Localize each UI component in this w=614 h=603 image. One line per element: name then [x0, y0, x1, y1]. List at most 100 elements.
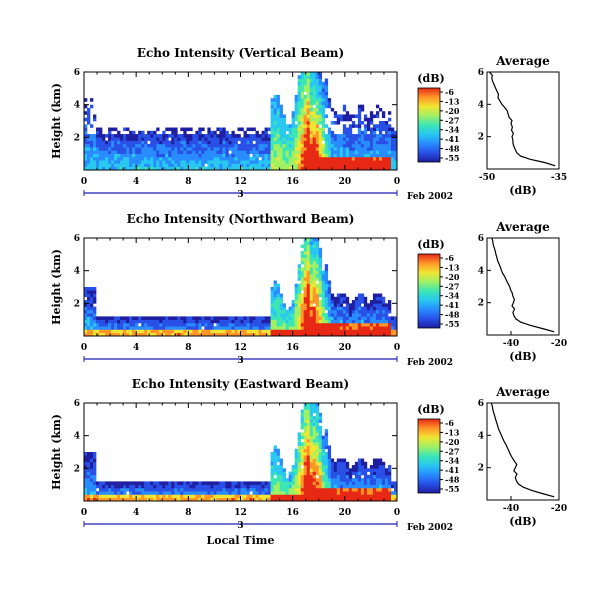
heatmap-cell — [366, 121, 371, 125]
heatmap-cell — [174, 137, 178, 141]
heatmap-cell — [96, 326, 100, 330]
panel-title: Echo Intensity (Northward Beam) — [127, 212, 355, 226]
heatmap-cell — [315, 251, 320, 255]
heatmap-cell — [342, 309, 347, 314]
heatmap-cell — [207, 153, 211, 158]
heatmap-cell — [150, 160, 154, 164]
heatmap-cell — [249, 147, 253, 151]
heatmap-cell — [366, 481, 371, 485]
heatmap-cell — [87, 303, 91, 307]
heatmap-cell — [351, 319, 356, 324]
heatmap-cell — [186, 487, 190, 492]
heatmap-cell — [303, 264, 308, 268]
heatmap-cell — [258, 140, 262, 145]
heatmap-cell — [213, 494, 217, 499]
heatmap-cell — [246, 127, 250, 132]
heatmap-cell — [276, 111, 280, 115]
y-axis-label: Height (km) — [50, 249, 63, 325]
heatmap-cell — [114, 153, 118, 158]
heatmap-cell — [312, 455, 317, 459]
heatmap-cell — [297, 452, 301, 456]
heatmap-cell — [333, 465, 338, 469]
heatmap-cell — [339, 296, 344, 301]
heatmap-cell — [378, 329, 383, 334]
heatmap-cell — [324, 166, 329, 171]
heatmap-cell — [99, 147, 103, 151]
heatmap-cell — [114, 166, 118, 171]
colorbar-tick-label: -20 — [445, 272, 460, 282]
heatmap-cell — [105, 319, 109, 324]
heatmap-cell — [249, 487, 253, 492]
heatmap-cell — [183, 150, 187, 154]
heatmap-cell — [93, 163, 97, 168]
heatmap-cell — [285, 329, 289, 334]
heatmap-cell — [198, 481, 202, 485]
heatmap-cell — [219, 150, 223, 154]
heatmap-cell — [264, 127, 268, 132]
heatmap-cell — [288, 147, 292, 151]
heatmap-cell — [330, 309, 335, 314]
heatmap-cell — [303, 416, 308, 420]
heatmap-cell — [315, 468, 320, 472]
heatmap-cell — [213, 130, 217, 135]
heatmap-cell — [165, 316, 169, 320]
heatmap-cell — [333, 497, 338, 502]
heatmap-cell — [93, 140, 97, 145]
heatmap-cell — [342, 300, 347, 304]
heatmap-cell — [87, 465, 91, 469]
heatmap-cell — [111, 491, 115, 495]
heatmap-cell — [84, 494, 88, 499]
heatmap-cell — [189, 127, 193, 132]
heatmap-cell — [183, 156, 187, 161]
heatmap-cell — [345, 461, 350, 466]
heatmap-cell — [291, 474, 295, 479]
profile-x-tick-label: -40 — [503, 339, 519, 349]
heatmap-cell — [357, 319, 362, 324]
heatmap-cell — [315, 471, 320, 476]
heatmap-cell — [117, 322, 121, 327]
heatmap-cell — [321, 487, 326, 492]
heatmap-cell — [315, 101, 320, 105]
heatmap-cell — [306, 283, 311, 288]
heatmap-cell — [270, 465, 274, 469]
heatmap-cell — [123, 166, 127, 171]
heatmap-cell — [291, 309, 295, 314]
heatmap-cell — [117, 150, 121, 154]
heatmap-cell — [342, 153, 347, 158]
heatmap-cell — [354, 461, 359, 466]
heatmap-cell — [204, 143, 208, 148]
heatmap-cell — [321, 270, 326, 275]
heatmap-cell — [291, 134, 295, 138]
heatmap-cell — [276, 166, 280, 171]
heatmap-cell — [195, 156, 199, 161]
heatmap-cell — [180, 481, 184, 485]
heatmap-cell — [306, 455, 311, 459]
heatmap-cell — [303, 468, 308, 472]
heatmap-cell — [339, 156, 344, 161]
heatmap-cell — [105, 316, 109, 320]
heatmap-cell — [294, 137, 298, 141]
heatmap-cell — [303, 78, 308, 83]
heatmap-cell — [324, 143, 329, 148]
heatmap-cell — [213, 156, 217, 161]
heatmap-cell — [327, 166, 332, 171]
heatmap-cell — [138, 326, 142, 330]
y-tick-label: 6 — [74, 399, 80, 409]
heatmap-cell — [321, 445, 326, 450]
heatmap-cell — [312, 241, 317, 245]
heatmap-cell — [348, 134, 353, 138]
heatmap-cell — [120, 491, 124, 495]
heatmap-cell — [249, 150, 253, 154]
heatmap-cell — [306, 478, 311, 482]
heatmap-cell — [309, 137, 314, 141]
heatmap-cell — [183, 329, 187, 334]
heatmap-cell — [375, 471, 380, 476]
heatmap-cell — [372, 332, 377, 337]
heatmap-cell — [90, 326, 94, 330]
heatmap-cell — [159, 156, 163, 161]
heatmap-cell — [306, 117, 311, 122]
heatmap-cell — [138, 319, 142, 324]
heatmap-cell — [312, 264, 317, 268]
heatmap-cell — [303, 143, 308, 148]
heatmap-cell — [315, 319, 320, 324]
